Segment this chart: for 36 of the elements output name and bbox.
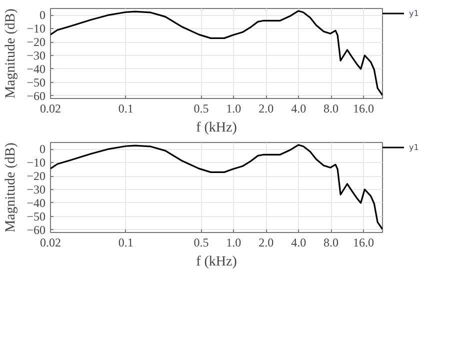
x-tick-label: 8.0 — [324, 102, 339, 116]
x-tick-label: 16.0 — [353, 236, 374, 250]
x-tick-label: 0.1 — [118, 102, 134, 116]
x-tick-label: 16.0 — [353, 102, 374, 116]
x-tick-label: 0.1 — [118, 236, 134, 250]
y-tick-label: −40 — [26, 196, 46, 210]
y-tick-label: −40 — [26, 62, 46, 76]
y-tick-label: −30 — [26, 182, 46, 197]
x-tick-label: 4.0 — [291, 236, 306, 250]
y-tick-label: −50 — [26, 209, 46, 224]
y-tick-label: 0 — [40, 8, 46, 22]
x-tick-label: 0.5 — [194, 236, 209, 250]
y-tick-label: −60 — [26, 88, 46, 103]
y-tick-label: −10 — [26, 22, 46, 36]
x-tick-label: 2.0 — [258, 102, 274, 116]
y-tick-label: −50 — [26, 75, 46, 90]
x-axis-title: f (kHz) — [196, 254, 238, 270]
y-tick-label: −30 — [26, 48, 46, 63]
y-tick-label: −10 — [26, 156, 46, 170]
x-tick-label: 0.5 — [194, 102, 209, 116]
y-tick-label: −60 — [26, 222, 46, 237]
y-tick-label: 0 — [40, 142, 46, 156]
x-tick-label: 4.0 — [291, 102, 306, 116]
x-tick-label: 1.0 — [226, 102, 242, 116]
legend-label: y1 — [409, 142, 420, 152]
x-tick-label: 8.0 — [324, 236, 339, 250]
y-axis-title: Magnitude (dB) — [4, 8, 19, 98]
y-axis-title: Magnitude (dB) — [4, 142, 19, 232]
legend-label: y1 — [409, 8, 420, 18]
x-tick-label: 0.02 — [40, 102, 61, 116]
x-tick-label: 1.0 — [226, 236, 242, 250]
x-tick-label: 0.02 — [40, 236, 61, 250]
x-axis-title: f (kHz) — [196, 120, 238, 136]
x-tick-label: 2.0 — [258, 236, 274, 250]
y-tick-label: −20 — [26, 169, 46, 184]
y-tick-label: −20 — [26, 35, 46, 50]
